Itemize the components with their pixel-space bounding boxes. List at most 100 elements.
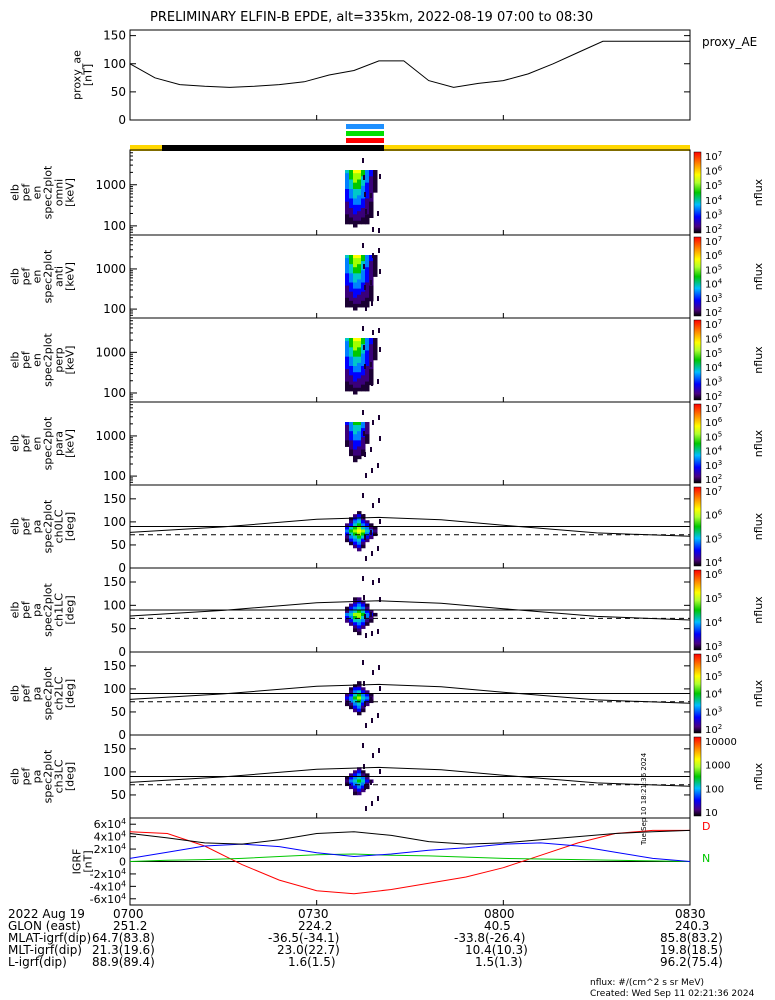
ephemeris-table: 2022 Aug 19 0700 0730 0800 0830 GLON (ea… bbox=[0, 908, 775, 998]
panel-4-cell-4-8 bbox=[361, 446, 366, 450]
ephem-glon-2: 40.5 bbox=[484, 919, 511, 933]
panel-4-cell-4-0 bbox=[361, 422, 366, 426]
panel-8-cbar-tick-1: 100 bbox=[705, 784, 724, 795]
panel-1-cell-0-3 bbox=[345, 179, 350, 184]
panel-8-cell-1-7 bbox=[349, 776, 354, 780]
ephem-label-mlt: MLT-igrf(dip) bbox=[8, 943, 82, 957]
panel-2-cell-2-16 bbox=[353, 303, 358, 308]
panel-4-ylabel-4: para bbox=[53, 431, 66, 456]
panel-8-cbar-label: nflux bbox=[752, 762, 765, 790]
panel-4-cell-1-3 bbox=[349, 431, 354, 435]
panel-6-cell-3-3 bbox=[357, 597, 362, 601]
panel-2-cell-4-16 bbox=[361, 303, 366, 308]
panel-4-sparse-0 bbox=[362, 410, 364, 415]
panel-3-cell-1-0 bbox=[349, 338, 354, 342]
panel-3-cell-1-6 bbox=[349, 356, 354, 361]
panel-5-sparse-2 bbox=[370, 530, 372, 535]
panel-3-cell-3-16 bbox=[357, 387, 362, 392]
proxy-ae-ytick-label-2: 100 bbox=[103, 57, 126, 71]
panel-3-cell-5-7 bbox=[365, 359, 370, 364]
panel-2-cell-2-9 bbox=[353, 282, 358, 287]
panel-1-cell-3-12 bbox=[357, 208, 362, 212]
panel-1-cell-3-11 bbox=[357, 204, 362, 209]
panel-1-cell-4-5 bbox=[361, 185, 366, 190]
panel-1-cell-2-0 bbox=[353, 170, 358, 174]
panel-3-sparse-8 bbox=[372, 330, 374, 335]
panel-2-cell-4-1 bbox=[361, 258, 366, 262]
panel-1-cell-1-4 bbox=[349, 182, 354, 187]
panel-4-cell-2-2 bbox=[353, 428, 358, 432]
panel-2-cell-6-6 bbox=[369, 273, 374, 277]
panel-3-cell-1-14 bbox=[349, 381, 354, 386]
panel-3-cell-2-16 bbox=[353, 387, 358, 392]
panel-8-ylabel-2: pa bbox=[31, 770, 44, 784]
panel-5-cell-5-11 bbox=[365, 538, 370, 543]
panel-1-cell-7-1 bbox=[373, 173, 378, 177]
ephem-l-3: 96.2(75.4) bbox=[660, 955, 723, 969]
panel-4-cell-3-9 bbox=[357, 449, 362, 454]
panel-6-sparse-7 bbox=[379, 597, 381, 602]
panel-7-cell-5-10 bbox=[365, 702, 370, 707]
panel-3-cell-0-3 bbox=[345, 347, 350, 351]
panel-6-cell-1-5 bbox=[349, 603, 354, 608]
panel-3-cell-7-6 bbox=[373, 356, 378, 361]
panel-3-cell-2-17 bbox=[353, 390, 358, 395]
igrf-ytick-label-5: 4x104 bbox=[94, 830, 127, 844]
panel-6-ylabel-2: pa bbox=[31, 603, 44, 617]
panel-4-cell-2-1 bbox=[353, 425, 358, 429]
panel-8-cell-1-10 bbox=[349, 785, 354, 790]
panel-2-cell-1-14 bbox=[349, 297, 354, 302]
panel-2-cell-0-7 bbox=[345, 276, 350, 280]
panel-1-cell-5-3 bbox=[365, 179, 370, 184]
panel-1-cell-3-7 bbox=[357, 192, 362, 196]
panel-6-cell-1-8 bbox=[349, 612, 354, 617]
panel-8-cell-4-11 bbox=[361, 788, 366, 793]
panel-1-cell-2-12 bbox=[353, 208, 358, 212]
proxy-ae-ylabel-1: [nT] bbox=[82, 64, 95, 86]
panel-2-cell-0-15 bbox=[345, 300, 350, 305]
panel-2-cell-1-1 bbox=[349, 258, 354, 262]
panel-3-sparse-5 bbox=[371, 381, 373, 386]
panel-4-cell-0-1 bbox=[345, 425, 350, 429]
panel-1-cell-7-4 bbox=[373, 182, 378, 187]
panel-4-cell-0-4 bbox=[345, 434, 350, 438]
panel-3-cell-0-5 bbox=[345, 353, 350, 358]
panel-7-cell-3-12 bbox=[357, 708, 362, 713]
panel-8-cell-2-10 bbox=[353, 785, 358, 790]
panel-7-sparse-5 bbox=[371, 718, 373, 723]
panel-1-cbar-label: nflux bbox=[752, 178, 765, 206]
panel-7-cell-1-10 bbox=[349, 702, 354, 707]
panel-2-cell-0-9 bbox=[345, 282, 350, 287]
panel-3-cell-5-4 bbox=[365, 350, 370, 355]
panel-1-sparse-3 bbox=[363, 175, 365, 180]
panel-4-cell-5-2 bbox=[365, 428, 370, 432]
panel-3-sparse-9 bbox=[365, 383, 367, 388]
ephem-mlt-2: 10.4(10.3) bbox=[465, 943, 528, 957]
panel-8-lc-arc bbox=[129, 766, 691, 787]
panel-3-cell-6-7 bbox=[369, 359, 374, 364]
panel-8-cell-3-7 bbox=[357, 776, 362, 780]
panel-4-cell-3-7 bbox=[357, 443, 362, 447]
panel-1-cell-2-13 bbox=[353, 211, 358, 215]
panel-2-cell-4-7 bbox=[361, 276, 366, 280]
panel-3-spectrogram bbox=[345, 326, 381, 395]
panel-2-cell-4-12 bbox=[361, 291, 366, 296]
panel-4-ylabel-2: en bbox=[31, 437, 44, 451]
ephem-time-0800: 0800 bbox=[484, 907, 515, 921]
panel-2-cell-3-16 bbox=[357, 303, 362, 308]
status-strip-black bbox=[162, 145, 384, 151]
panel-1-cell-1-8 bbox=[349, 195, 354, 199]
panel-5-cell-3-14 bbox=[357, 547, 362, 552]
panel-7-sparse-7 bbox=[379, 686, 381, 691]
panel-3-cell-1-3 bbox=[349, 347, 354, 351]
proxy-ae-legend: proxy_AE bbox=[702, 35, 757, 49]
panel-8-cell-2-12 bbox=[353, 791, 358, 796]
panel-5-cell-3-7 bbox=[357, 526, 362, 530]
panel-7-cell-1-6 bbox=[349, 690, 354, 694]
panel-1-cell-2-1 bbox=[353, 173, 358, 177]
panel-7-ylabel-5: [deg] bbox=[64, 679, 77, 708]
panel-1-cell-2-5 bbox=[353, 185, 358, 190]
panel-2-ylabel-2: en bbox=[31, 270, 44, 284]
panel-3-cell-2-4 bbox=[353, 350, 358, 355]
panel-2-cell-4-11 bbox=[361, 288, 366, 293]
